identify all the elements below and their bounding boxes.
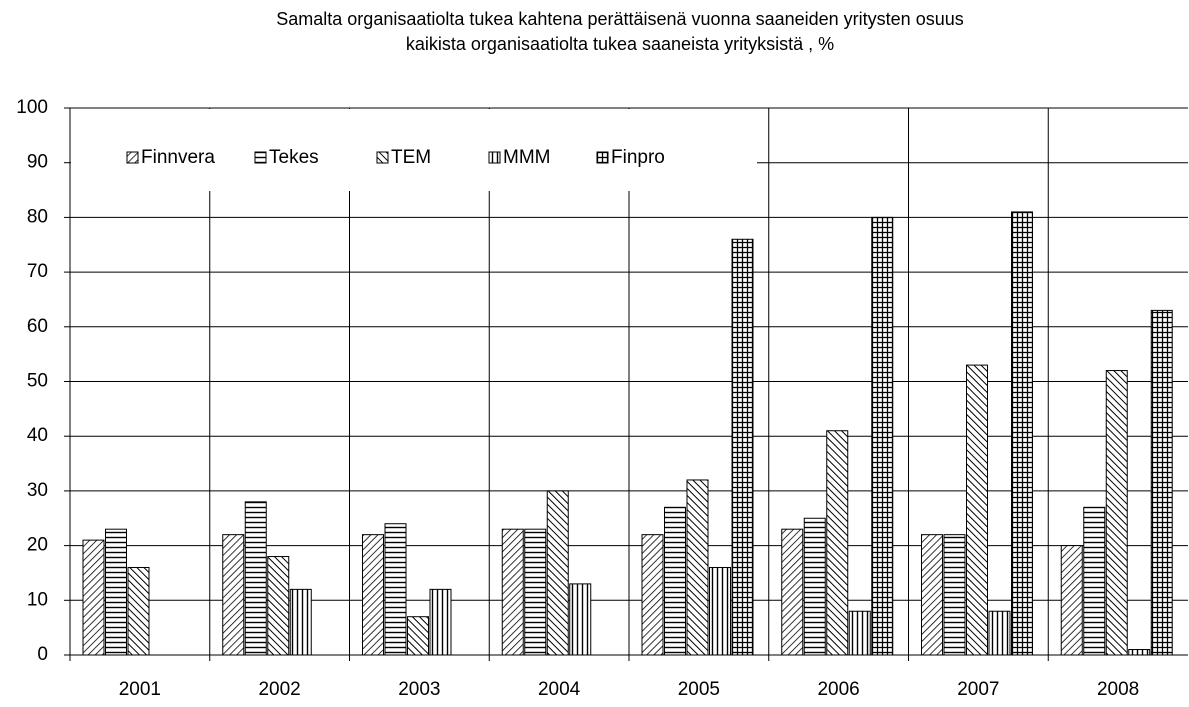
chart-title: kaikista organisaatiolta tukea saaneista… [406,34,834,54]
bar [362,534,384,656]
bar [921,534,943,656]
legend-swatch [488,151,501,164]
y-tick-label: 60 [27,316,48,337]
bar [686,479,709,656]
bar [267,556,290,656]
y-tick-label: 40 [27,425,48,446]
bar [871,216,894,656]
bar [966,364,988,656]
legend-label: MMM [503,147,550,168]
bar [1011,211,1033,656]
y-tick-label: 0 [37,644,48,665]
legend-label: Finpro [611,147,665,168]
bar [105,528,127,656]
y-tick-label: 100 [16,97,48,118]
bar [546,490,569,656]
legend-swatch [596,151,609,164]
bar [1060,545,1083,656]
x-tick-label: 2004 [538,679,581,700]
legend-label: Tekes [269,147,319,168]
bar [1128,649,1151,656]
bar [709,566,731,656]
x-tick-label: 2005 [678,679,720,700]
bar [82,539,105,656]
x-tick-label: 2003 [398,679,440,700]
bar [943,534,966,656]
bar [524,528,547,656]
bar [664,506,686,656]
bar [501,528,524,656]
y-tick-label: 70 [27,261,48,282]
bar [127,566,150,656]
bar [731,238,754,656]
x-tick-label: 2008 [1097,679,1139,700]
bar [222,534,245,656]
bar [289,588,312,656]
bar [1083,506,1106,656]
y-tick-label: 20 [27,535,48,556]
y-tick-label: 10 [27,589,48,610]
bar [384,523,407,656]
y-tick-label: 30 [27,480,48,501]
bar [569,583,592,656]
x-tick-label: 2007 [957,679,999,700]
legend-swatch [254,151,267,164]
bar [407,616,429,656]
bar [826,430,849,656]
bar [803,517,826,656]
y-tick-label: 90 [27,152,48,173]
bar [848,610,871,656]
bar [1150,309,1173,656]
legend-swatch [376,151,389,164]
legend-label: TEM [391,147,431,168]
x-tick-label: 2002 [258,679,300,700]
bar [1105,370,1128,656]
legend-label: Finnvera [141,147,215,168]
bar [641,534,664,656]
bar [988,610,1011,656]
legend-box [71,109,757,191]
x-tick-label: 2001 [119,679,161,700]
chart-title: Samalta organisaatiolta tukea kahtena pe… [276,9,963,29]
bar [244,501,267,656]
y-tick-label: 50 [27,371,48,392]
bar [781,528,804,656]
bar [429,588,452,656]
x-tick-label: 2006 [817,679,859,700]
y-tick-label: 80 [27,206,48,227]
legend-swatch [126,151,139,164]
